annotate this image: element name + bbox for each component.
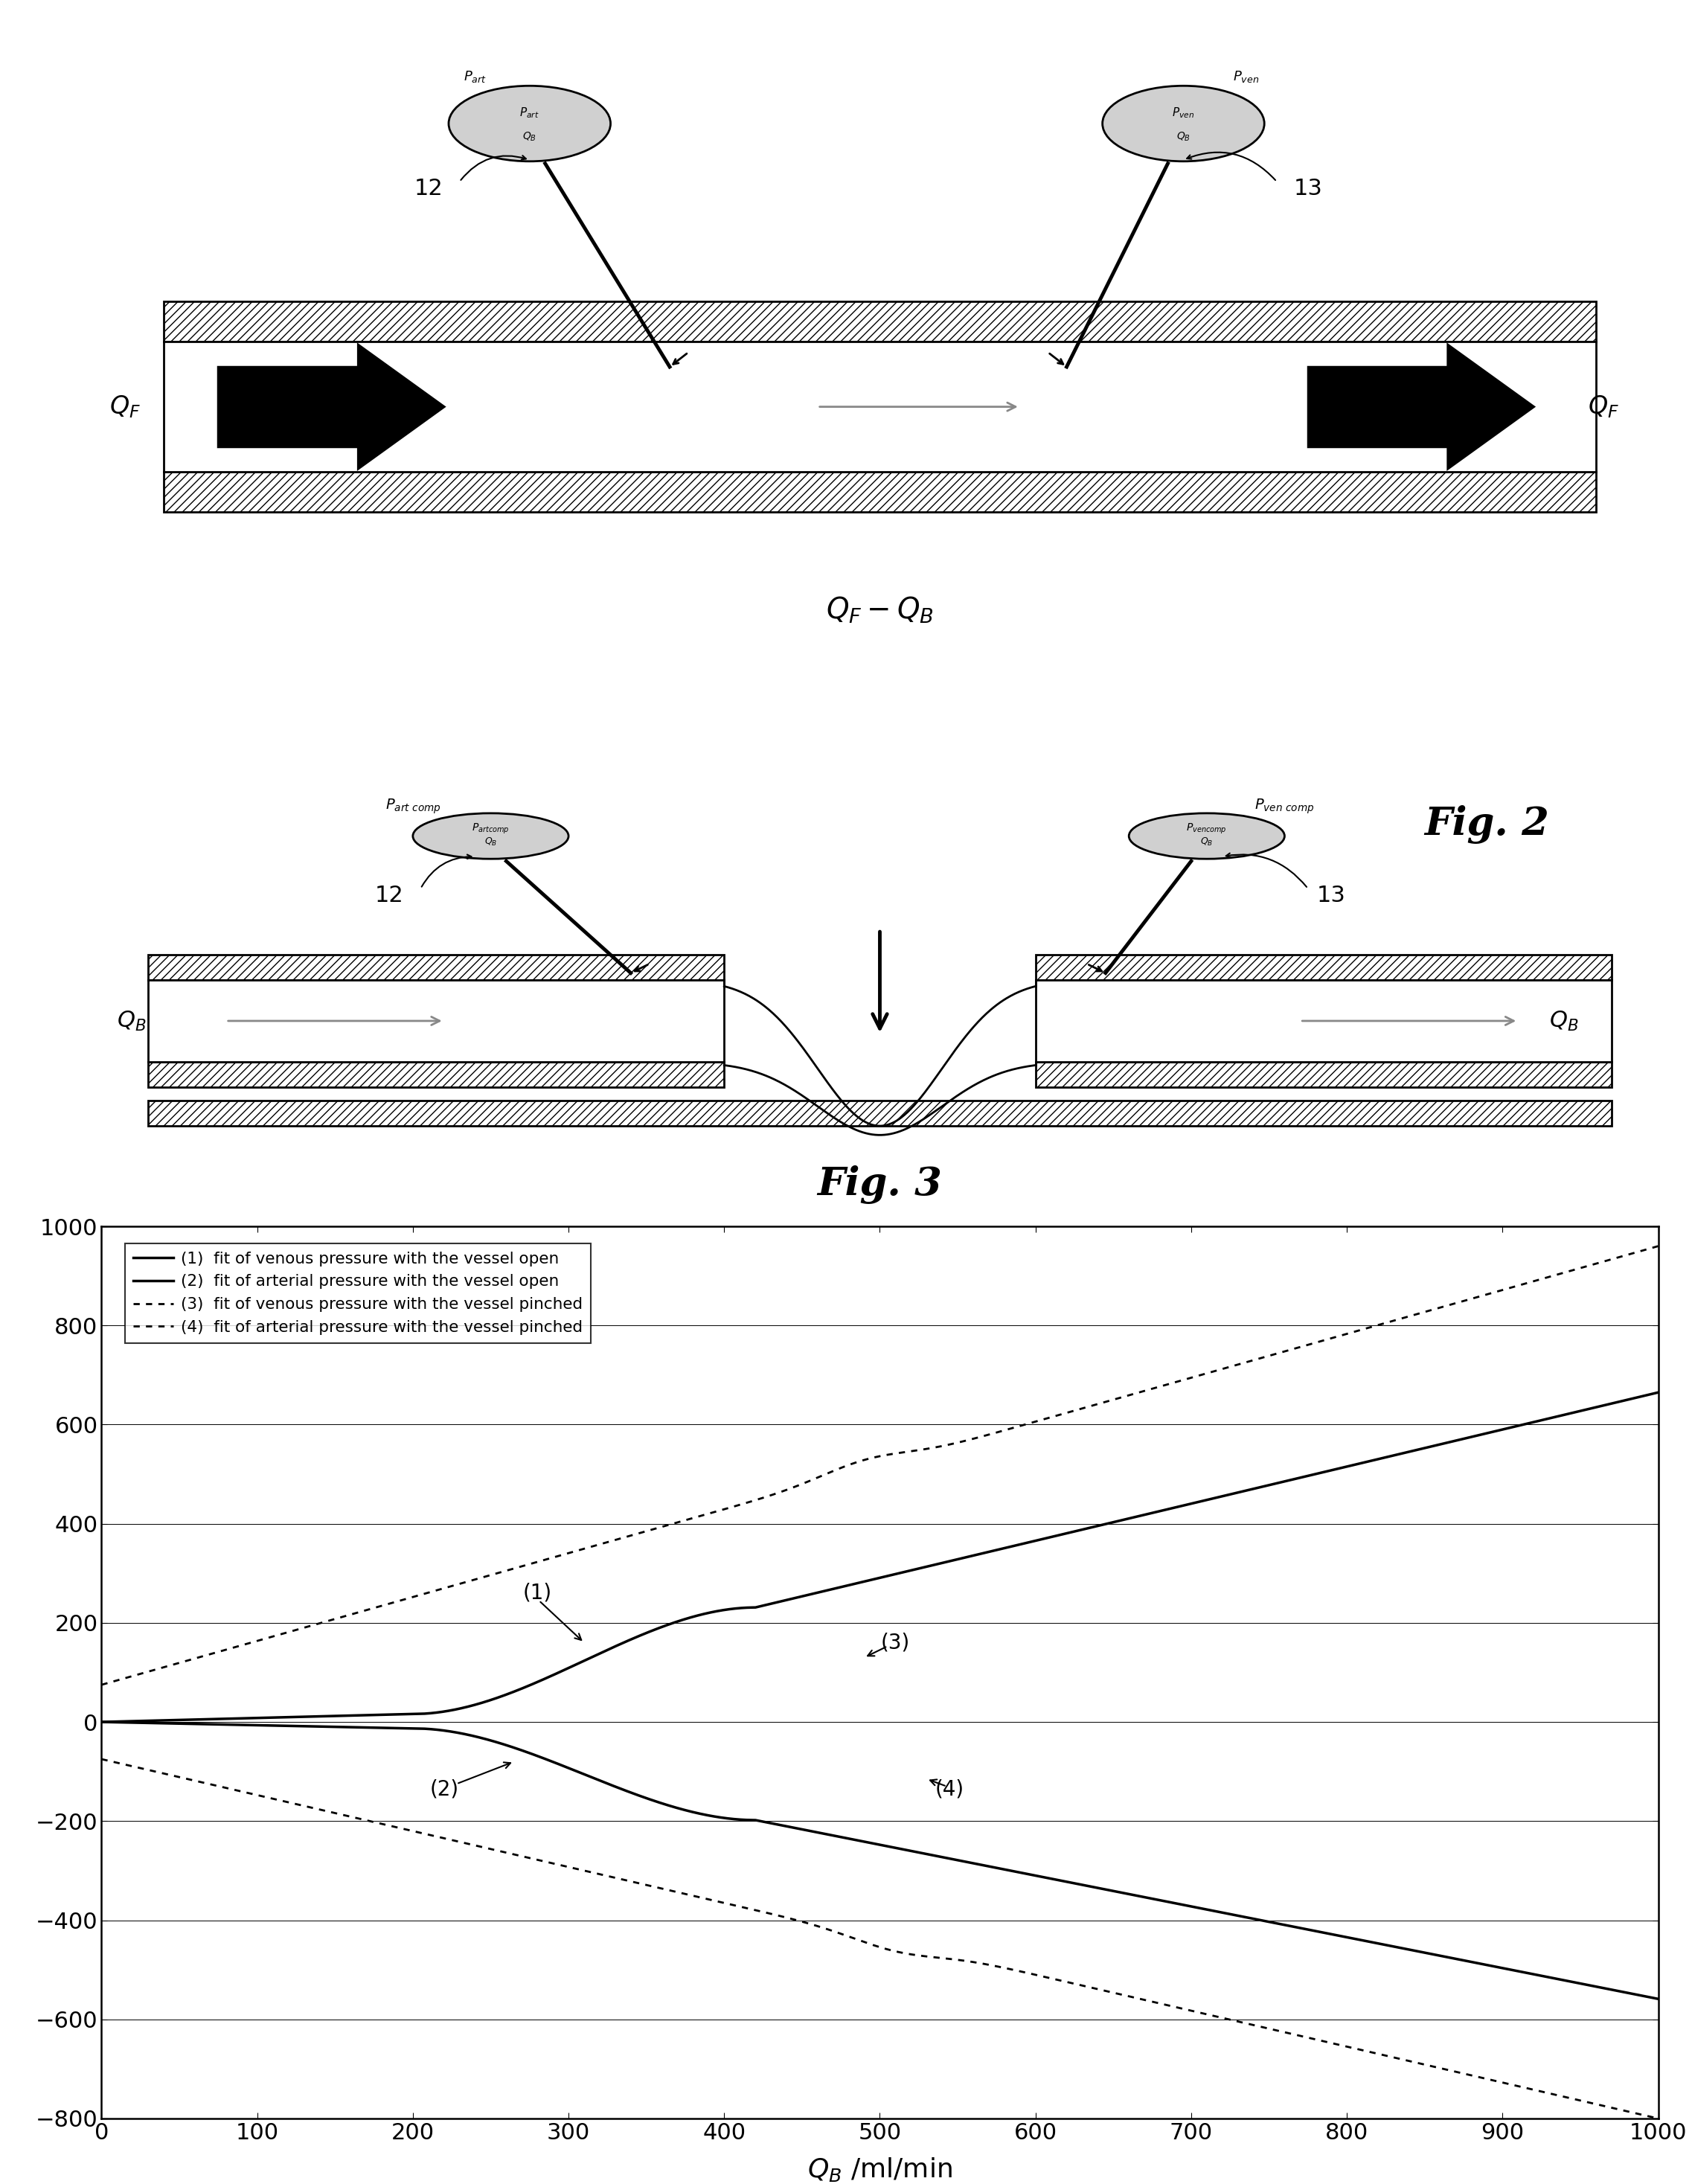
Circle shape: [1129, 812, 1284, 858]
Text: $P_{ven}$: $P_{ven}$: [1232, 70, 1259, 83]
Bar: [149, 954, 724, 981]
Text: $Q_F-Q_B$: $Q_F-Q_B$: [826, 594, 934, 625]
Text: $Q_B$: $Q_B$: [1200, 836, 1213, 847]
Text: $P_{ven}$: $P_{ven}$: [1173, 105, 1195, 120]
Text: $P_{art comp}$: $P_{art comp}$: [472, 823, 509, 836]
Polygon shape: [1448, 345, 1533, 470]
X-axis label: $Q_B$ /ml/min: $Q_B$ /ml/min: [807, 2156, 953, 2184]
Bar: [164, 341, 1596, 472]
Text: 12: 12: [415, 179, 443, 199]
Text: $Q_B$: $Q_B$: [523, 131, 536, 142]
Text: $P_{art}$: $P_{art}$: [519, 105, 540, 120]
Text: $Q_F$: $Q_F$: [1589, 393, 1619, 419]
Bar: [1036, 954, 1611, 981]
Text: (4): (4): [936, 1778, 964, 1800]
Circle shape: [1103, 85, 1264, 162]
Text: $Q_B$: $Q_B$: [117, 1009, 147, 1033]
Bar: [149, 981, 724, 1061]
Text: $P_{ven comp}$: $P_{ven comp}$: [1186, 823, 1227, 836]
Text: $P_{ven\ comp}$: $P_{ven\ comp}$: [1254, 797, 1315, 815]
Text: $P_{art}$: $P_{art}$: [464, 70, 487, 83]
Bar: [1036, 981, 1611, 1061]
Circle shape: [448, 85, 611, 162]
Text: $Q_B$: $Q_B$: [1176, 131, 1191, 142]
Bar: [164, 301, 1596, 341]
Text: 13: 13: [1316, 885, 1345, 906]
Bar: [149, 1061, 724, 1088]
Title: Fig. 3: Fig. 3: [817, 1166, 942, 1203]
Text: $P_{art\ comp}$: $P_{art\ comp}$: [386, 797, 440, 815]
Bar: [164, 472, 1596, 511]
Text: 12: 12: [376, 885, 404, 906]
Text: $Q_F$: $Q_F$: [110, 393, 140, 419]
Text: (1): (1): [523, 1583, 552, 1603]
Bar: [1036, 1061, 1611, 1088]
Circle shape: [413, 812, 569, 858]
Text: (3): (3): [882, 1631, 910, 1653]
Bar: [149, 1101, 1611, 1127]
Text: $Q_B$: $Q_B$: [484, 836, 497, 847]
Text: $Q_B$: $Q_B$: [1550, 1009, 1579, 1033]
Text: Fig. 2: Fig. 2: [1425, 806, 1550, 843]
Bar: [218, 367, 359, 448]
Bar: [1308, 367, 1448, 448]
Text: 13: 13: [1293, 179, 1323, 199]
Text: (2): (2): [430, 1778, 459, 1800]
Legend: (1)  fit of venous pressure with the vessel open, (2)  fit of arterial pressure : (1) fit of venous pressure with the vess…: [125, 1243, 591, 1343]
Polygon shape: [359, 345, 443, 470]
